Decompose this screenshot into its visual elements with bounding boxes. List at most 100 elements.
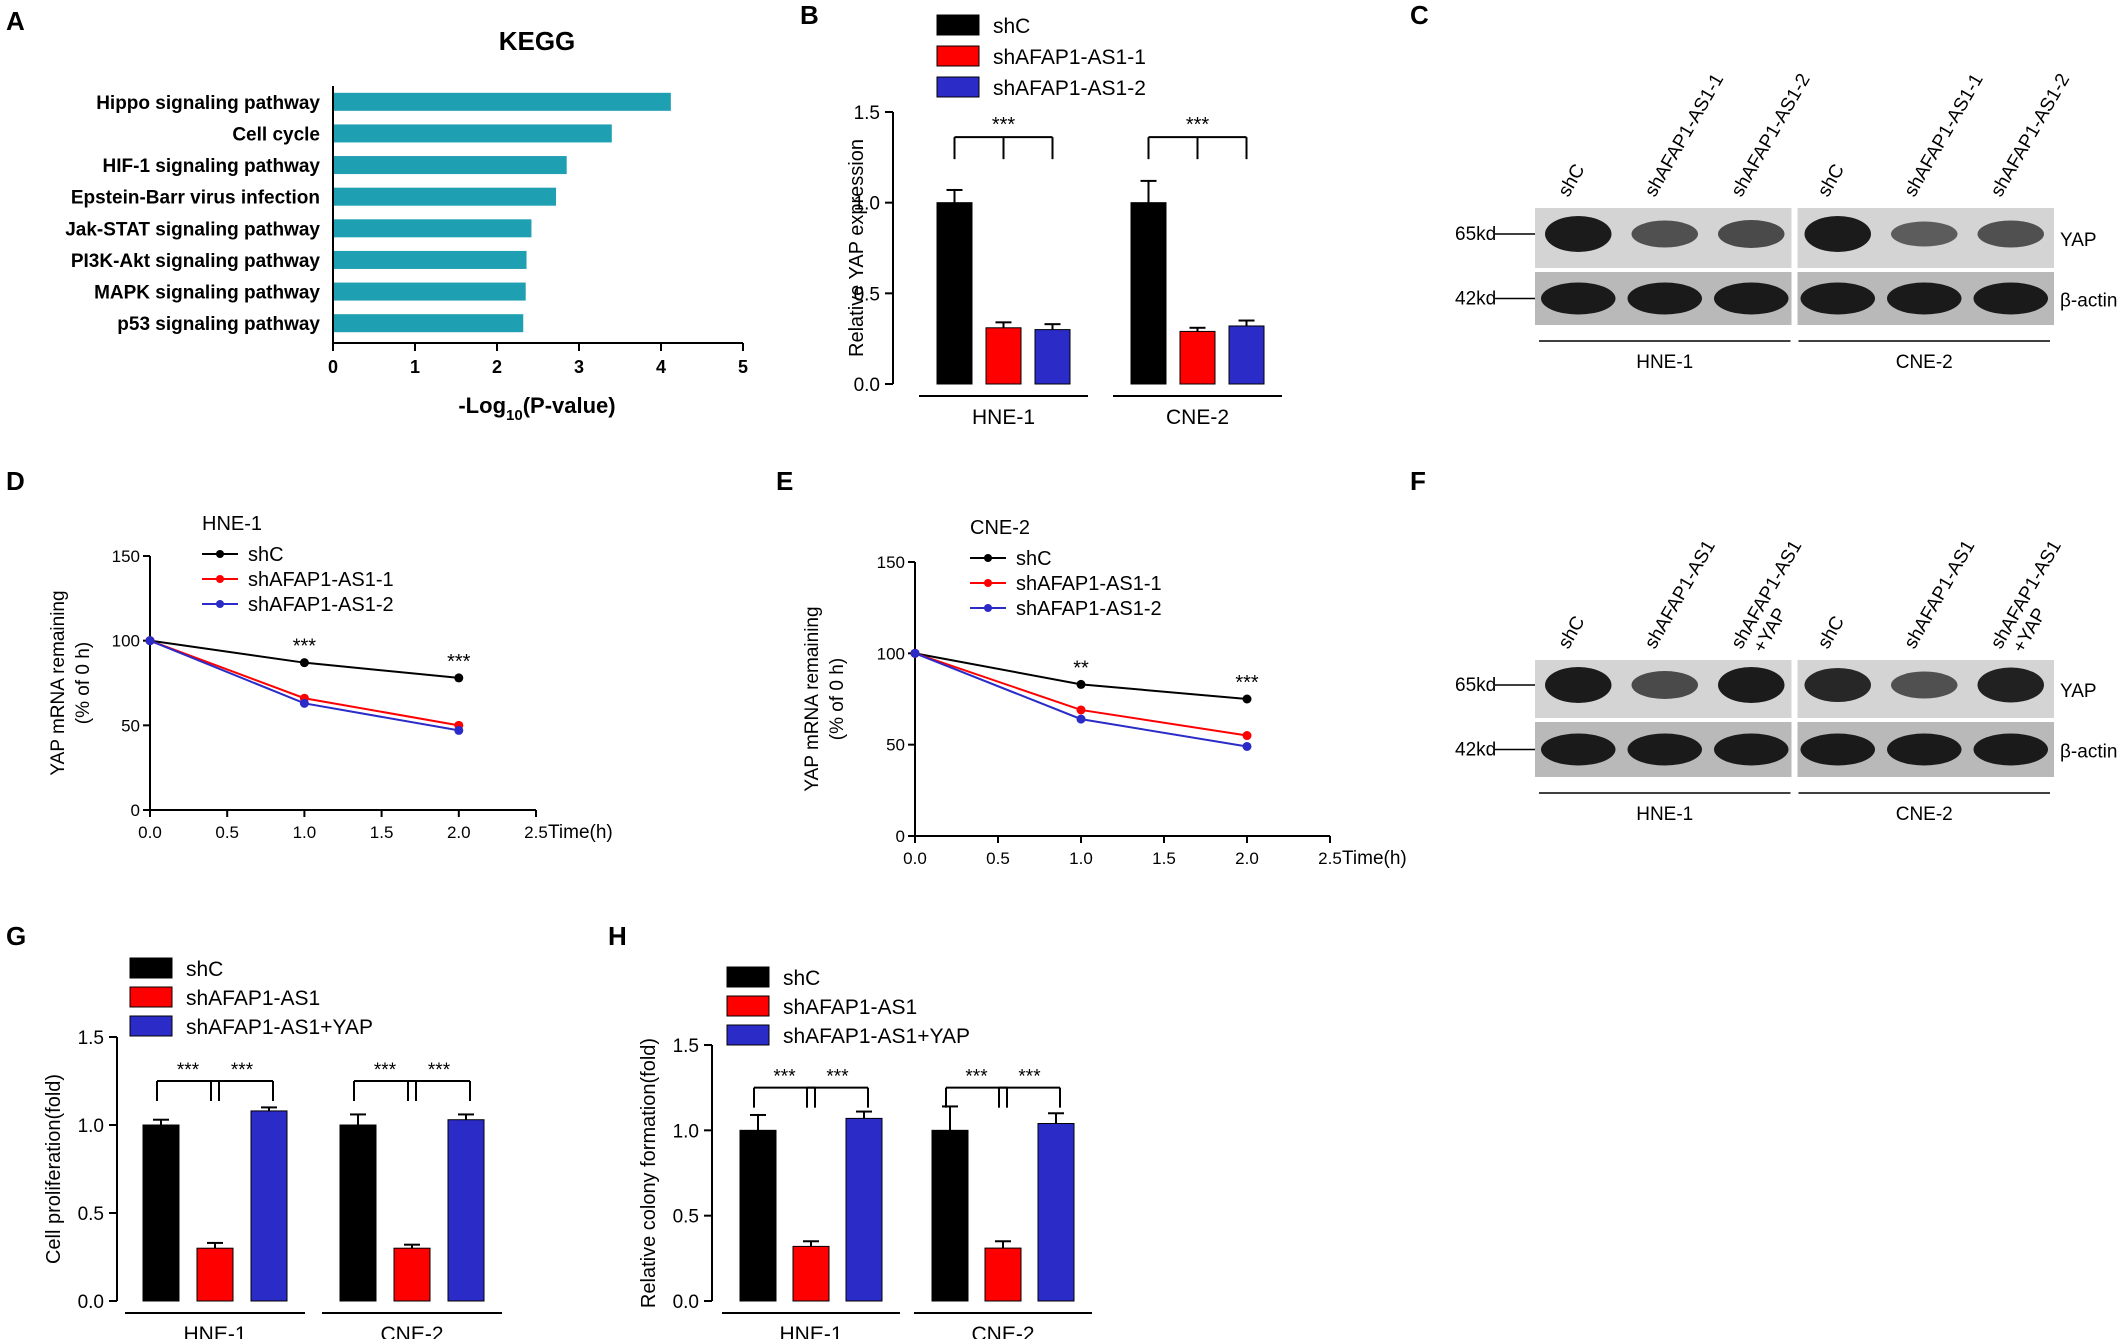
panel-label-g: G — [6, 921, 26, 951]
actin-band — [1541, 733, 1616, 766]
y-tick-label: 50 — [121, 716, 140, 735]
yap-band — [1977, 667, 2044, 703]
kegg-category-label: Jak-STAT signaling pathway — [65, 219, 320, 240]
y-tick-label: 100 — [877, 644, 905, 663]
y-axis-label-secondary: (% of 0 h) — [827, 658, 848, 740]
y-tick-label: 1.5 — [854, 103, 880, 124]
bar — [1034, 329, 1071, 385]
actin-band — [1714, 733, 1789, 766]
y-tick-label: 0.0 — [673, 1292, 699, 1313]
bar — [845, 1117, 883, 1302]
protein-label-actin: β-actin — [2060, 742, 2117, 763]
actin-band — [1800, 282, 1875, 315]
y-tick-label: 0 — [131, 801, 140, 820]
chart-title: KEGG — [499, 26, 576, 56]
significance-label: *** — [177, 1060, 200, 1081]
bar — [142, 1124, 180, 1302]
x-tick-label: 0.5 — [215, 823, 239, 842]
significance-label: *** — [773, 1067, 796, 1088]
y-tick-label: 0.5 — [673, 1207, 699, 1228]
y-tick-label: 150 — [112, 547, 140, 566]
kegg-bar — [333, 187, 557, 206]
y-axis-label-secondary: (% of 0 h) — [73, 642, 94, 724]
panel-label-f: F — [1410, 466, 1426, 496]
lane-label: shAFAP1-AS1 — [1900, 537, 1979, 653]
bar — [196, 1247, 234, 1302]
data-point — [454, 725, 464, 735]
legend-swatch — [726, 966, 770, 988]
y-axis-label: Relative colony formation(fold) — [638, 1038, 660, 1308]
significance-label: *** — [293, 636, 317, 658]
legend-swatch — [936, 14, 980, 36]
x-group-label: CNE-2 — [971, 1323, 1034, 1339]
panel-e-cne2-decay-chart: 0 50 100 150 0.0 0.5 1.0 1.5 2.0 2.5 Time(h) YAP mR… — [802, 517, 1407, 869]
kegg-bar — [333, 314, 524, 333]
yap-band — [1891, 221, 1958, 247]
y-tick-label: 1.0 — [78, 1116, 104, 1137]
lane-label: shC — [1814, 613, 1849, 653]
lane-label: shAFAP1-AS1-1 — [1641, 70, 1728, 200]
y-tick-label: 1.0 — [854, 194, 880, 215]
protein-label-actin: β-actin — [2060, 291, 2117, 312]
marker-65kd-label: 65kd — [1455, 675, 1496, 696]
panel-label-c: C — [1410, 0, 1429, 30]
yap-band — [1545, 216, 1612, 252]
data-point — [299, 698, 309, 708]
inset-label: CNE-2 — [970, 517, 1030, 539]
panel-b-yap-expression-chart: shC shAFAP1-AS1-1 shAFAP1-AS1-2 0.0 0.5 1.0 1.… — [846, 14, 1282, 429]
yap-band — [1631, 671, 1698, 699]
legend-label: shC — [783, 967, 820, 990]
data-point — [454, 673, 464, 683]
actin-band — [1887, 733, 1962, 766]
data-point — [299, 658, 309, 668]
x-group-label: HNE-1 — [972, 406, 1035, 429]
kegg-category-label: p53 signaling pathway — [117, 314, 320, 335]
legend-label: shAFAP1-AS1-1 — [1016, 573, 1162, 595]
actin-band — [1800, 733, 1875, 766]
actin-band — [1627, 733, 1702, 766]
yap-band — [1977, 220, 2044, 248]
legend-swatch — [936, 45, 980, 67]
legend-label: shAFAP1-AS1-2 — [993, 77, 1146, 100]
lane-label: shC — [1554, 161, 1589, 201]
panel-c-western-blot: shC shAFAP1-AS1-1 shAFAP1-AS1-2 shC shAFAP1-… — [1455, 70, 2117, 373]
legend-label: shAFAP1-AS1+YAP — [186, 1016, 373, 1039]
actin-band — [1541, 282, 1616, 315]
legend-label: shAFAP1-AS1 — [783, 996, 917, 1019]
y-tick-label: 0.5 — [854, 284, 880, 305]
y-tick-label: 0.0 — [78, 1292, 104, 1313]
legend-label: shC — [248, 544, 284, 566]
x-tick-label: 2.5 — [524, 823, 548, 842]
y-tick-label: 1.0 — [673, 1121, 699, 1142]
y-axis-label: Cell proliferation(fold) — [43, 1074, 65, 1264]
legend-marker — [216, 575, 224, 583]
bar — [1130, 202, 1167, 385]
data-point — [910, 648, 920, 658]
significance-label: *** — [1018, 1067, 1041, 1088]
kegg-category-label: Hippo signaling pathway — [96, 93, 320, 114]
significance-label: *** — [1235, 672, 1259, 694]
kegg-category-label: Cell cycle — [232, 124, 320, 145]
marker-42kd-label: 42kd — [1455, 740, 1496, 761]
y-axis-label: YAP mRNA remaining — [802, 606, 823, 791]
x-tick-label: 1.0 — [293, 823, 317, 842]
bar — [1037, 1123, 1075, 1302]
significance-label: ** — [1073, 657, 1089, 679]
yap-band — [1804, 216, 1871, 252]
x-tick-label: 0.0 — [903, 849, 927, 868]
x-tick-label: 1.0 — [1069, 849, 1093, 868]
actin-band — [1887, 282, 1962, 315]
y-tick-label: 0.0 — [854, 375, 880, 396]
x-tick-label: 2.0 — [1235, 849, 1259, 868]
data-point — [1242, 741, 1252, 751]
x-tick-label: 4 — [656, 357, 666, 377]
legend-marker — [984, 554, 992, 562]
legend-label: shAFAP1-AS1 — [186, 987, 320, 1010]
panel-h-colony-chart: shC shAFAP1-AS1 shAFAP1-AS1+YAP 0.0 0.5 1.0 1.… — [638, 966, 1092, 1339]
lane-label: shAFAP1-AS1-1 — [1900, 70, 1987, 200]
lane-label: shC — [1554, 613, 1589, 653]
cell-line-label: HNE-1 — [1636, 352, 1693, 373]
x-axis-label: Time(h) — [1342, 848, 1407, 869]
yap-band — [1891, 671, 1958, 699]
legend-marker — [216, 600, 224, 608]
